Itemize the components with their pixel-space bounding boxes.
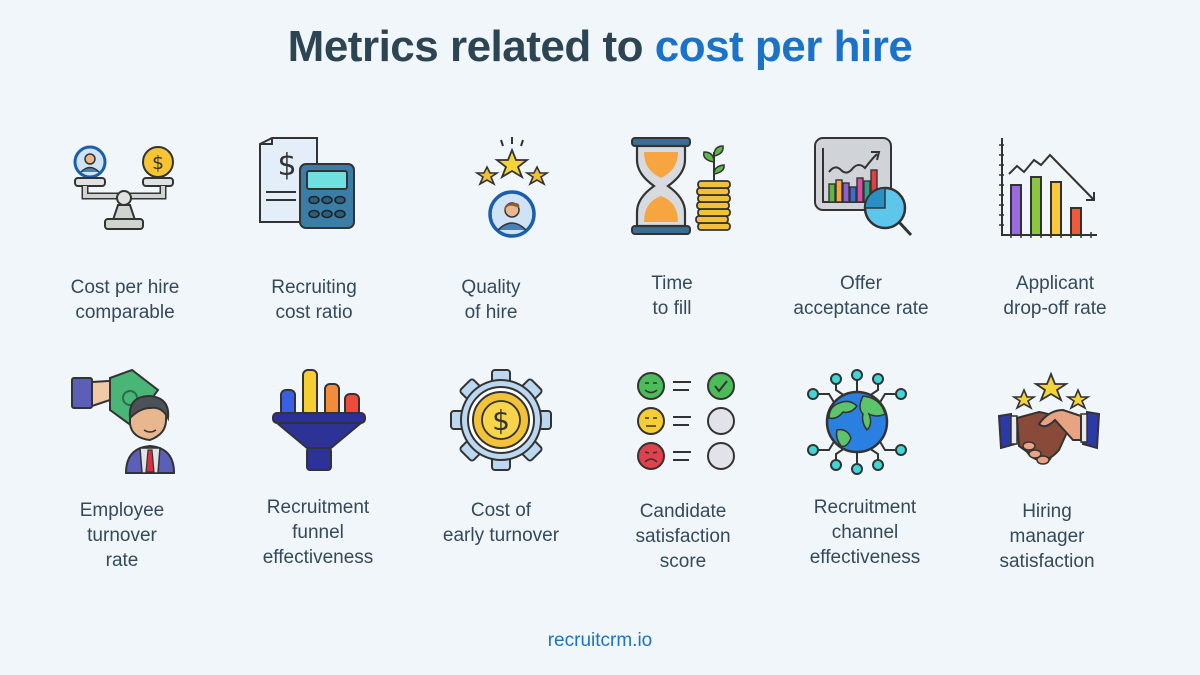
metric-label: Time to fill xyxy=(572,271,772,321)
metric-label: Recruiting cost ratio xyxy=(214,275,414,325)
title-accent: cost per hire xyxy=(654,22,913,71)
label-line: Recruitment xyxy=(266,497,370,518)
label-line: score xyxy=(659,551,707,572)
label-line: Offer xyxy=(840,273,882,294)
label-line: early turnover xyxy=(442,525,560,546)
label-line: Recruiting xyxy=(271,277,357,298)
label-line: Time xyxy=(651,273,693,294)
gear-coin-icon: $ xyxy=(450,368,552,471)
label-line: Cost per hire xyxy=(70,277,180,298)
label-line: Cost of xyxy=(470,500,532,521)
label-line: comparable xyxy=(75,302,175,323)
label-line: turnover xyxy=(87,525,157,546)
star-rating-person-icon xyxy=(461,130,561,238)
scale-balance-icon: $ xyxy=(73,130,174,230)
funnel-bars-icon xyxy=(272,368,373,471)
money-hand-employee-icon xyxy=(70,368,176,474)
metric-label: Quality of hire xyxy=(391,275,591,325)
label-line: drop-off rate xyxy=(1003,298,1107,319)
label-line: satisfaction xyxy=(999,551,1095,572)
invoice-calculator-icon: $ xyxy=(252,130,355,230)
metric-label: Recruitment channel effectiveness xyxy=(765,495,965,570)
page-title: Metrics related to cost per hire xyxy=(0,22,1200,72)
metric-label: Cost per hire comparable xyxy=(25,275,225,325)
metric-label: Cost of early turnover xyxy=(401,498,601,548)
satisfaction-survey-icon xyxy=(637,368,737,470)
label-line: rate xyxy=(105,550,139,571)
label-line: Quality xyxy=(461,277,521,298)
label-line: funnel xyxy=(292,522,344,543)
metric-label: Employee turnover rate xyxy=(22,498,222,573)
svg-text:$: $ xyxy=(492,404,510,437)
label-line: Applicant xyxy=(1015,273,1095,294)
declining-bar-chart-icon xyxy=(999,130,1099,238)
label-line: channel xyxy=(831,522,899,543)
globe-network-icon xyxy=(807,368,907,475)
title-prefix: Metrics related to xyxy=(287,22,655,71)
label-line: Hiring xyxy=(1022,501,1072,522)
label-line: to fill xyxy=(652,298,692,319)
metric-label: Hiring manager satisfaction xyxy=(947,499,1147,574)
svg-text:$: $ xyxy=(152,152,164,174)
handshake-stars-icon xyxy=(997,368,1101,468)
footer-site-link[interactable]: recruitcrm.io xyxy=(547,630,653,651)
label-line: Recruitment xyxy=(813,497,917,518)
metric-label: Recruitment funnel effectiveness xyxy=(218,495,418,570)
svg-text:$: $ xyxy=(277,148,296,183)
label-line: effectiveness xyxy=(809,547,921,568)
label-line: satisfaction xyxy=(635,526,731,547)
label-line: cost ratio xyxy=(275,302,353,323)
chart-magnifier-icon xyxy=(813,130,913,237)
label-line: of hire xyxy=(464,302,518,323)
metric-label: Offer acceptance rate xyxy=(761,271,961,321)
hourglass-coins-icon xyxy=(630,130,731,235)
label-line: effectiveness xyxy=(262,547,374,568)
metric-label: Candidate satisfaction score xyxy=(583,499,783,574)
label-line: manager xyxy=(1009,526,1085,547)
label-line: Candidate xyxy=(639,501,727,522)
label-line: Employee xyxy=(79,500,165,521)
metric-label: Applicant drop-off rate xyxy=(955,271,1155,321)
label-line: acceptance rate xyxy=(793,298,929,319)
